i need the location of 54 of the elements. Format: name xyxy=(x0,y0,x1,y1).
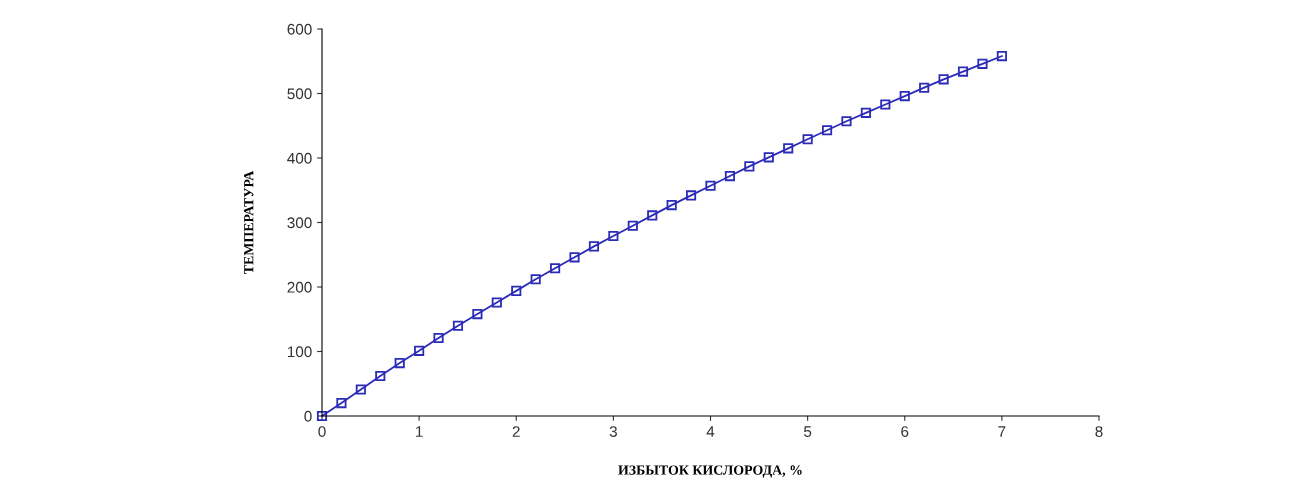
point xyxy=(821,125,833,136)
point xyxy=(802,134,813,145)
y-tick-label: 200 xyxy=(287,281,312,293)
point xyxy=(588,241,600,252)
x-tick-label: 3 xyxy=(609,426,617,437)
point xyxy=(996,51,1007,62)
point xyxy=(336,398,347,409)
point xyxy=(511,285,522,296)
y-tick-label: 500 xyxy=(287,88,312,100)
point xyxy=(608,230,619,242)
point xyxy=(841,116,852,127)
point xyxy=(569,252,580,263)
y-tick-label: 300 xyxy=(287,217,312,229)
x-tick-label: 8 xyxy=(1095,426,1103,437)
point xyxy=(783,143,794,154)
x-tick-label: 4 xyxy=(706,426,715,437)
x-axis-title: ИЗБЫТОК КИСЛОРОДА, % xyxy=(618,465,802,478)
point xyxy=(452,320,464,331)
point xyxy=(705,180,716,191)
y-axis-title: ТЕМПЕРАТУРА xyxy=(244,170,254,274)
point xyxy=(355,384,366,395)
point xyxy=(472,309,483,320)
point xyxy=(394,358,405,369)
point xyxy=(880,99,891,110)
point xyxy=(724,170,735,182)
x-tick-label: 5 xyxy=(803,426,812,437)
x-tick-label: 6 xyxy=(901,426,909,437)
y-tick-label: 400 xyxy=(287,152,312,164)
point xyxy=(550,263,561,274)
point xyxy=(666,200,677,211)
point xyxy=(491,297,502,308)
point xyxy=(919,82,930,93)
point xyxy=(957,66,969,77)
point xyxy=(860,107,871,118)
point xyxy=(899,91,910,102)
point xyxy=(530,274,541,285)
point xyxy=(433,332,444,344)
point xyxy=(375,370,386,382)
x-tick-label: 2 xyxy=(512,426,520,437)
point xyxy=(977,58,988,69)
point xyxy=(763,152,774,163)
point xyxy=(744,161,755,172)
point xyxy=(686,190,697,201)
point xyxy=(414,345,425,356)
y-tick-label: 100 xyxy=(287,346,312,358)
point xyxy=(627,220,638,231)
y-tick-label: 0 xyxy=(304,410,312,422)
x-tick-label: 0 xyxy=(318,426,326,437)
point xyxy=(938,74,949,85)
y-tick-label: 600 xyxy=(287,23,312,35)
point xyxy=(316,410,328,422)
x-tick-label: 1 xyxy=(416,426,423,437)
x-tick-label: 7 xyxy=(998,426,1006,437)
point xyxy=(647,210,658,221)
